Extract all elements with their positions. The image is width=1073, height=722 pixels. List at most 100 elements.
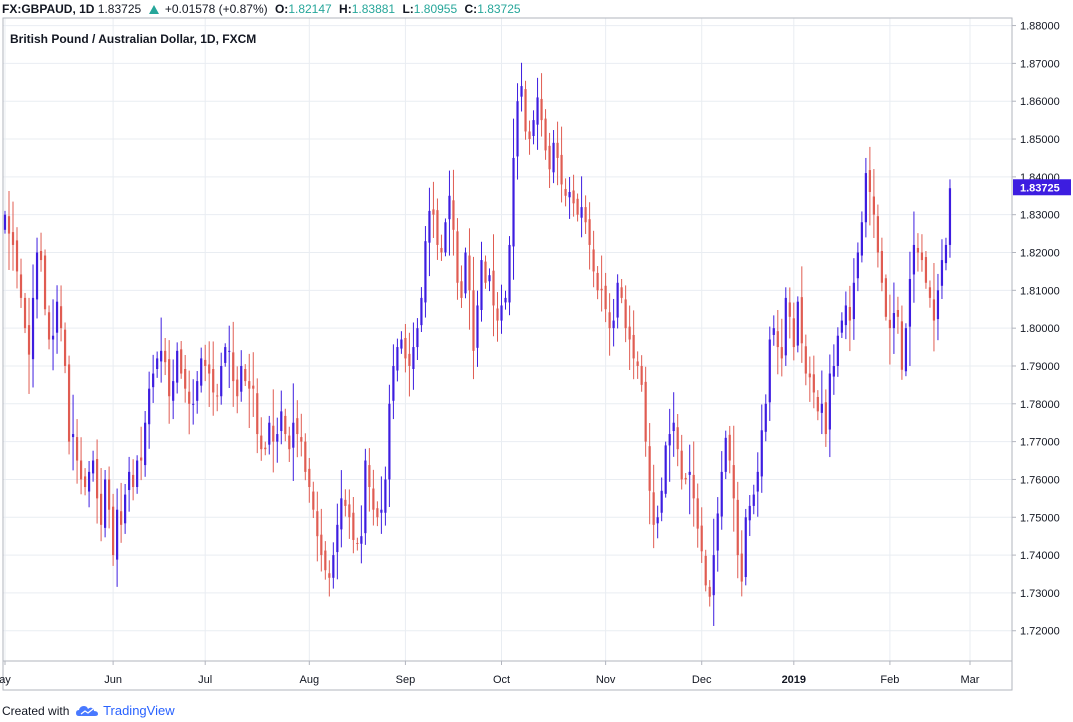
candle-body [11, 232, 15, 245]
candle-body [344, 499, 347, 506]
candle-body [772, 328, 775, 335]
candle-body [112, 506, 115, 556]
candle-body [300, 437, 303, 442]
symbol-name[interactable]: FX:GBPAUD, 1D [2, 2, 95, 16]
y-tick-label: 1.73000 [1020, 588, 1060, 600]
candle-body [368, 465, 371, 488]
candle-body [872, 196, 875, 215]
candle-body [908, 278, 912, 327]
candle-body [380, 509, 383, 513]
candle-body [43, 255, 47, 310]
x-tick-label: Oct [493, 674, 510, 686]
y-tick-label: 1.72000 [1020, 626, 1060, 638]
candle-body [156, 358, 159, 370]
candle-body [728, 434, 731, 461]
candle-body [480, 260, 483, 310]
x-tick-label: Mar [961, 674, 980, 686]
price-tag-label: 1.83725 [1020, 182, 1060, 194]
candle-body [860, 222, 863, 256]
candle-body [936, 290, 940, 320]
candle-body [452, 200, 455, 230]
candle-body [448, 195, 451, 220]
candle-body [892, 313, 896, 329]
candle-body [848, 306, 851, 321]
created-with-label: Created with [2, 704, 70, 718]
price-axis[interactable]: 1.72000 1.73000 1.74000 1.75000 1.76000 1.770… [1012, 21, 1060, 638]
time-axis[interactable]: ay Jun Jul Aug Sep Oct Nov Dec 2019 Feb Mar [0, 661, 980, 686]
candle-body [716, 513, 719, 551]
candle-body [904, 328, 908, 372]
candle-body [23, 297, 27, 329]
candle-body [292, 422, 295, 448]
candle-body [820, 403, 823, 413]
candle-body [268, 422, 271, 445]
candle-body [628, 326, 631, 340]
candle-body [192, 403, 195, 405]
candle-body [216, 395, 219, 397]
x-tick-label: ay [0, 674, 11, 686]
candle-body [332, 555, 335, 578]
candle-body [624, 299, 627, 329]
candle-body [604, 285, 607, 310]
tradingview-cloud-icon [75, 706, 98, 716]
candle-body [428, 210, 431, 243]
y-tick-label: 1.79000 [1020, 361, 1060, 373]
candle-body [584, 207, 587, 223]
x-tick-label: Nov [596, 674, 616, 686]
candle-body [940, 260, 944, 286]
y-tick-label: 1.80000 [1020, 323, 1060, 335]
candle-body [436, 210, 439, 245]
candle-body [388, 403, 391, 480]
candle-body [548, 145, 551, 170]
candle-body [55, 301, 59, 333]
candle-body [880, 250, 883, 283]
candle-body [768, 339, 771, 403]
candle-body [920, 252, 924, 261]
candle-body [752, 494, 755, 506]
x-tick-label: Jun [104, 674, 122, 686]
candle-body [392, 365, 395, 401]
candle-body [900, 321, 904, 370]
candle-body [160, 350, 163, 362]
candle-body [640, 365, 643, 385]
candle-body [476, 305, 479, 348]
candle-body [552, 142, 555, 173]
candle-body [596, 272, 599, 291]
candle-body [928, 287, 932, 298]
candle-body [128, 471, 131, 491]
candle-body [620, 287, 623, 298]
candle-body [316, 511, 319, 537]
candle-body [220, 365, 223, 397]
candle-body [51, 335, 55, 340]
candle-body [456, 231, 459, 283]
candle-body [648, 446, 651, 491]
candle-body [608, 312, 611, 329]
candle-body [15, 240, 19, 272]
candle-body [87, 471, 91, 492]
candle-body [260, 435, 263, 450]
low-value: 1.80955 [413, 2, 458, 16]
candle-body [188, 391, 191, 404]
candle-body [95, 459, 99, 499]
candle-body [420, 297, 423, 326]
candle-body [788, 302, 791, 317]
tradingview-brand[interactable]: TradingView [103, 703, 175, 718]
candle-body [424, 241, 427, 303]
last-price-tag: 1.83725 [1013, 179, 1071, 196]
candle-body [748, 505, 751, 521]
candle-body [360, 536, 363, 544]
y-tick-label: 1.83000 [1020, 210, 1060, 222]
candle-body [736, 499, 739, 556]
candle-body [108, 479, 111, 510]
candle-body [732, 465, 735, 499]
candle-body [460, 281, 463, 298]
candle-body [264, 447, 267, 450]
candle-body [856, 252, 859, 279]
candle-body [140, 457, 143, 461]
candle-body [104, 479, 107, 528]
candle-body [75, 437, 79, 461]
candle-body [356, 542, 359, 544]
candle-body [948, 188, 952, 245]
candle-body [704, 555, 707, 586]
